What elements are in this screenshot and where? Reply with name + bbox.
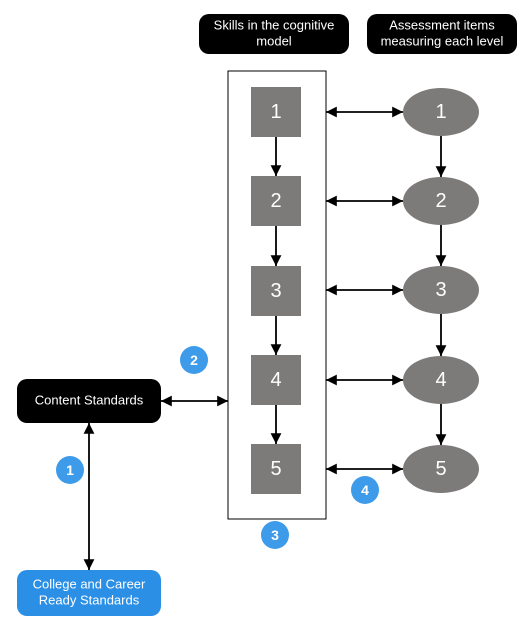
svg-text:5: 5 (270, 458, 281, 480)
callout-circle-3: 3 (261, 521, 289, 549)
svg-text:2: 2 (190, 352, 198, 368)
svg-text:5: 5 (435, 458, 446, 480)
callout-circle-4: 4 (351, 476, 379, 504)
svg-text:1: 1 (435, 101, 446, 123)
assessment-node-2: 2 (403, 177, 479, 225)
svg-text:2: 2 (435, 190, 446, 212)
svg-text:4: 4 (435, 369, 446, 391)
svg-text:Assessment items: Assessment items (389, 17, 495, 32)
svg-text:1: 1 (270, 101, 281, 123)
svg-text:College and Career: College and Career (33, 576, 146, 591)
skill-node-1: 1 (251, 87, 301, 137)
callout-circle-2: 2 (180, 346, 208, 374)
svg-text:Skills in the cognitive: Skills in the cognitive (214, 17, 335, 32)
svg-text:3: 3 (271, 527, 279, 543)
svg-text:2: 2 (270, 190, 281, 212)
skill-node-3: 3 (251, 266, 301, 316)
skill-node-5: 5 (251, 444, 301, 494)
assessment-node-5: 5 (403, 445, 479, 493)
svg-text:4: 4 (361, 482, 369, 498)
svg-text:3: 3 (270, 280, 281, 302)
svg-text:model: model (256, 33, 292, 48)
callout-circle-1: 1 (56, 456, 84, 484)
ccrs-box: College and CareerReady Standards (17, 570, 161, 616)
svg-text:1: 1 (66, 462, 74, 478)
assessment-node-1: 1 (403, 88, 479, 136)
skills-header: Skills in the cognitivemodel (199, 14, 349, 54)
assessment-header: Assessment itemsmeasuring each level (367, 14, 517, 54)
svg-text:3: 3 (435, 279, 446, 301)
skill-node-2: 2 (251, 176, 301, 226)
content-standards-box: Content Standards (17, 379, 161, 423)
assessment-node-4: 4 (403, 356, 479, 404)
svg-text:Content Standards: Content Standards (35, 392, 144, 407)
assessment-node-3: 3 (403, 266, 479, 314)
skill-node-4: 4 (251, 355, 301, 405)
svg-text:4: 4 (270, 369, 281, 391)
svg-text:measuring each level: measuring each level (381, 33, 504, 48)
svg-text:Ready Standards: Ready Standards (39, 592, 140, 607)
